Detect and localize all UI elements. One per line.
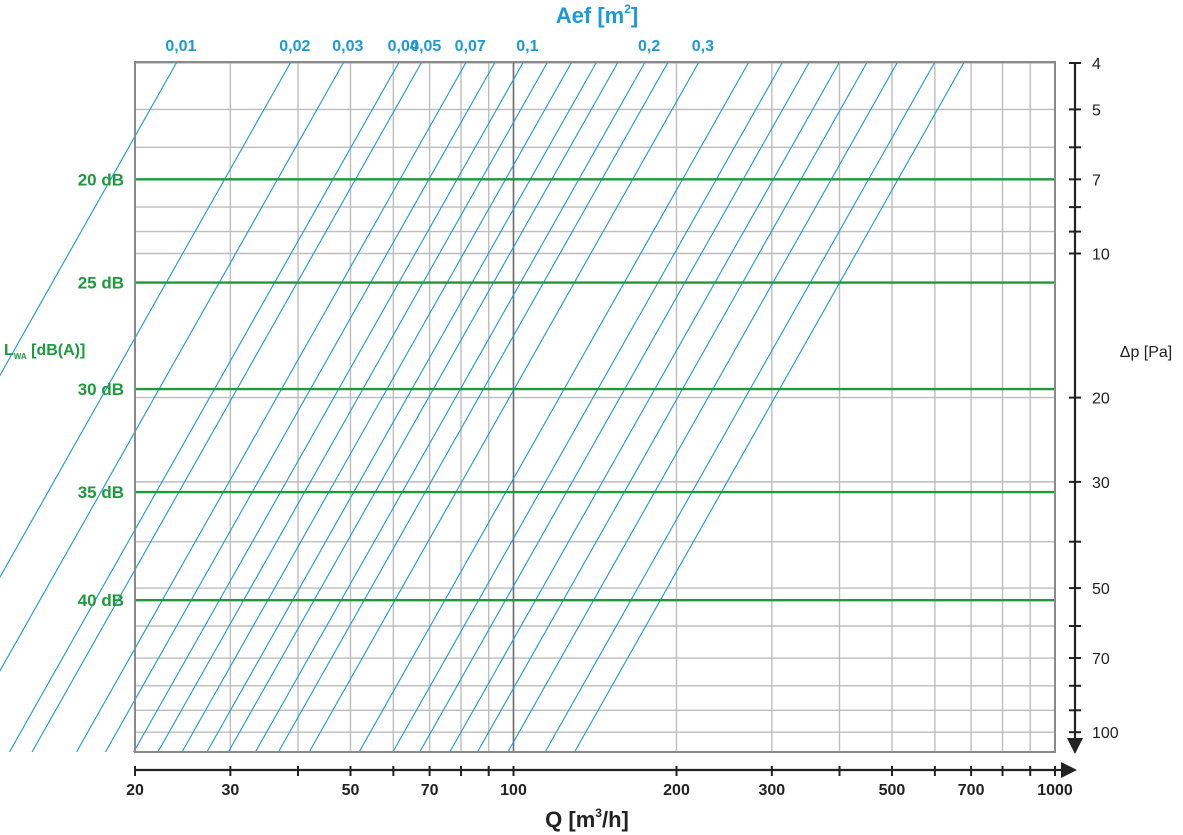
aef-line	[254, 61, 646, 753]
y-tick-label: 4	[1092, 56, 1101, 73]
aef-line	[0, 61, 345, 672]
aef-line	[507, 61, 899, 753]
x-tick-label: 500	[879, 782, 906, 799]
aef-line	[392, 61, 784, 753]
aef-line	[574, 61, 965, 753]
aef-line	[449, 61, 840, 753]
grid	[134, 62, 1056, 752]
y-tick-label: 50	[1092, 581, 1110, 598]
y-tick-label: 5	[1092, 102, 1101, 119]
aef-label: 0,01	[165, 38, 196, 55]
aef-line	[104, 61, 496, 753]
noise-level-lines: 20 dB 25 dB 30 dB 35 dB 40 dB	[78, 170, 1055, 610]
aef-line	[477, 61, 868, 753]
y-tick-label: 20	[1092, 391, 1110, 408]
aef-label: 0,03	[332, 38, 363, 55]
x-tick-label: 200	[663, 782, 690, 799]
aef-line	[133, 61, 524, 753]
x-tick-label: 70	[421, 782, 439, 799]
aef-label: 0,02	[279, 38, 310, 55]
aef-line	[277, 61, 669, 753]
aef-line	[8, 61, 400, 753]
y-tick-label: 100	[1092, 725, 1119, 742]
aef-line	[181, 61, 573, 753]
y-tick-label: 30	[1092, 475, 1110, 492]
aef-line	[31, 61, 423, 753]
x-tick-label: 300	[759, 782, 786, 799]
aef-lines	[0, 61, 965, 753]
aef-line	[0, 61, 292, 579]
x-tick-label: 1000	[1037, 782, 1073, 799]
noise-axis-title: LWA [dB(A)]	[4, 342, 85, 361]
x-tick-label: 100	[500, 782, 527, 799]
x-tick-label: 30	[221, 782, 239, 799]
noise-level-label: 30 dB	[78, 380, 124, 399]
x-tick-label: 20	[126, 782, 144, 799]
aef-line	[544, 61, 936, 753]
aef-label: 0,3	[692, 38, 714, 55]
x-axis-title: Q [m3/h]	[545, 806, 629, 832]
aef-label: 0,05	[410, 38, 441, 55]
aef-label: 0,07	[455, 38, 486, 55]
noise-level-label: 35 dB	[78, 483, 124, 502]
aef-label: 0,04	[388, 38, 419, 55]
aef-line	[227, 61, 619, 753]
aef-line	[206, 61, 598, 753]
aef-line	[0, 61, 178, 377]
aef-label: 0,2	[638, 38, 660, 55]
x-axis-arrow	[1061, 762, 1077, 778]
y-tick-label: 7	[1092, 172, 1101, 189]
x-tick-label: 50	[342, 782, 360, 799]
chart-title: Aef [m2]	[556, 2, 638, 28]
noise-level-label: 40 dB	[78, 591, 124, 610]
axes: 20 30 50 70 100 200 300 500 700 1000 4 5 7 10 20 30 50 70…	[126, 56, 1119, 799]
aef-line	[358, 61, 750, 753]
y-axis-arrow	[1067, 738, 1083, 754]
noise-level-label: 25 dB	[78, 274, 124, 293]
x-tick-label: 700	[958, 782, 985, 799]
aef-line	[419, 61, 810, 753]
aef-label: 0,1	[516, 38, 538, 55]
y-axis-title: Δp [Pa]	[1120, 344, 1173, 361]
aef-line	[157, 61, 549, 753]
y-tick-label: 10	[1092, 246, 1110, 263]
y-tick-label: 70	[1092, 651, 1110, 668]
aef-line	[308, 61, 700, 753]
noise-level-label: 20 dB	[78, 170, 124, 189]
plot-frame	[134, 61, 1056, 753]
aef-line	[76, 61, 467, 753]
